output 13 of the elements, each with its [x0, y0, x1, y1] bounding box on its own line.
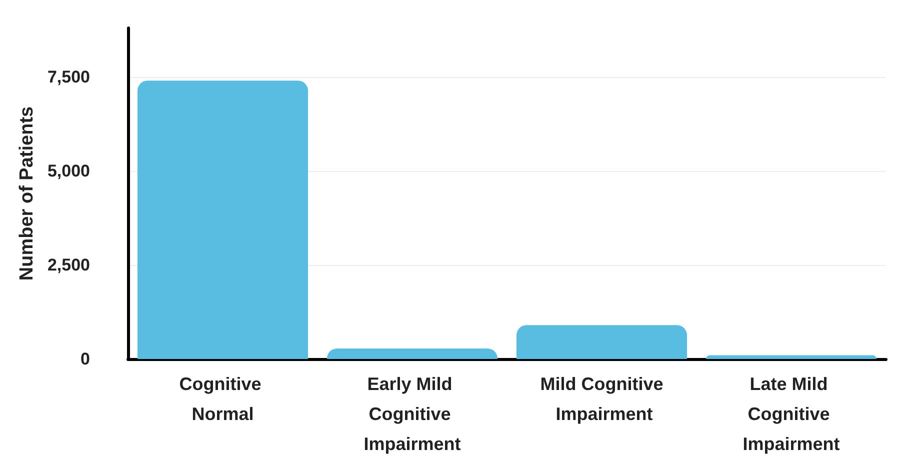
y-tick-label: 5,000 [47, 161, 90, 180]
y-axis-title: Number of Patients [16, 106, 38, 281]
bar [516, 325, 688, 359]
bar [706, 355, 877, 359]
y-tick-label: 2,500 [47, 255, 90, 274]
x-tick-label: Mild Cognitive Impairment [540, 374, 664, 424]
x-tick-label: Late Mild Cognitive Impairment [742, 374, 840, 454]
bar [137, 80, 308, 359]
x-tick-label: Cognitive Normal [179, 374, 266, 424]
bar [326, 348, 498, 359]
y-tick-label: 0 [80, 350, 90, 368]
y-tick-label: 7,500 [47, 67, 90, 86]
x-tick-label: Early Mild Cognitive Impairment [364, 374, 461, 454]
